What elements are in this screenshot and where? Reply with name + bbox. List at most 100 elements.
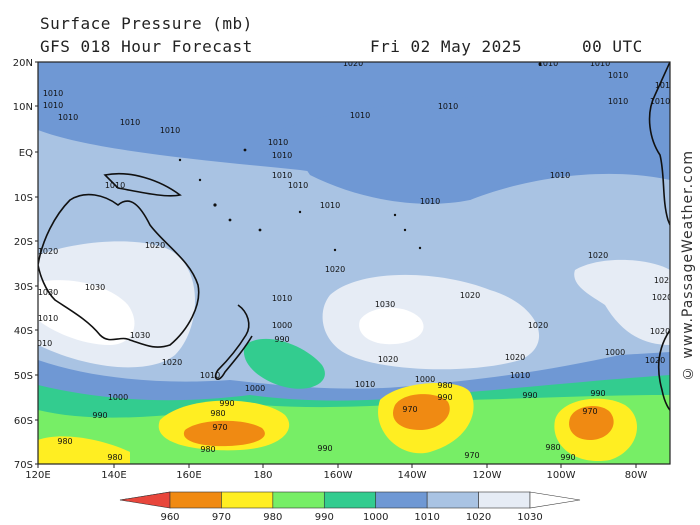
isobar-label: 1010 <box>538 59 558 68</box>
low-980-southwest <box>38 436 130 464</box>
isobar-label: 1020 <box>162 358 182 367</box>
isobar-label: 1020 <box>460 291 480 300</box>
legend-label: 1020 <box>466 512 491 523</box>
isobar-label: 1010 <box>355 380 375 389</box>
isobar-label: 1010 <box>32 339 52 348</box>
isobar-label: 1010 <box>590 59 610 68</box>
lat-tick-label: 50S <box>14 371 33 382</box>
lon-axis: 120E 140E 160E 180 160W 140W 120W 100W 80W <box>25 464 647 481</box>
high-central-pacific <box>322 274 540 370</box>
isobar-label: 1020 <box>650 327 670 336</box>
lon-tick-label: 180 <box>253 470 272 481</box>
australia-coast <box>38 193 200 348</box>
americas-coast <box>648 62 670 226</box>
legend-swatch <box>375 491 428 509</box>
legend-label: 970 <box>212 512 231 523</box>
isobar-label: 1010 <box>160 126 180 135</box>
legend-label: 980 <box>263 512 282 523</box>
band-1000-1010-itcz <box>280 62 670 204</box>
isobar-label: 980 <box>57 437 72 446</box>
isobar-label: 1010 <box>608 71 628 80</box>
isobar-label: 980 <box>437 381 452 390</box>
isobar-label: 1010 <box>550 171 570 180</box>
lat-tick-label: 20S <box>14 237 33 248</box>
isobar-label: 1020 <box>528 321 548 330</box>
forecast-date: Fri 02 May 2025 <box>370 37 522 56</box>
isobar-label: 990 <box>92 411 107 420</box>
isobar-label: 1010 <box>510 371 530 380</box>
isobar-label-layer: 1020 1010 1010 1010 1010 1010 1010 1010 1010 1010… <box>32 59 675 462</box>
isobar-label: 970 <box>582 407 597 416</box>
isobar-label: 1000 <box>415 375 435 384</box>
isobar-label: 1020 <box>505 353 525 362</box>
legend-swatch <box>169 491 222 509</box>
lat-tick-label: EQ <box>19 148 33 159</box>
high-core-australia <box>38 280 135 345</box>
isobar-label: 1010 <box>650 97 670 106</box>
legend-swatch <box>426 491 479 509</box>
isobar-label: 1010 <box>105 181 125 190</box>
lon-tick-label: 160E <box>176 470 201 481</box>
isobar-label: 1010 <box>655 81 675 90</box>
lon-tick-label: 140E <box>101 470 126 481</box>
isobar-label: 980 <box>200 445 215 454</box>
isobar-label: 1020 <box>145 241 165 250</box>
isobar-label: 1010 <box>272 151 292 160</box>
isobar-label: 1010 <box>200 371 220 380</box>
isobar-label: 990 <box>219 399 234 408</box>
new-zealand-coast <box>214 304 253 380</box>
legend-swatch <box>529 491 581 509</box>
lat-tick-label: 60S <box>14 416 33 427</box>
isobar-label: 990 <box>560 453 575 462</box>
lat-tick-label: 20N <box>13 58 33 69</box>
isobar-label: 1010 <box>43 101 63 110</box>
low-south-of-nz <box>243 338 325 389</box>
forecast-label: GFS 018 Hour Forecast <box>40 37 253 56</box>
low-core-west <box>183 420 265 447</box>
high-core-central <box>359 307 424 345</box>
legend-bar: 960 970 980 990 1000 1010 1020 1030 <box>119 491 581 523</box>
lon-tick-label: 80W <box>625 470 648 481</box>
isobar-label: 990 <box>317 444 332 453</box>
lon-tick-label: 120E <box>25 470 50 481</box>
isobar-label: 990 <box>437 393 452 402</box>
lon-tick-label: 120W <box>473 470 502 481</box>
low-core-southeast <box>569 406 614 440</box>
lon-tick-label: 140W <box>398 470 427 481</box>
low-core-central <box>392 394 450 430</box>
isobar-label: 990 <box>522 391 537 400</box>
isobar-label: 990 <box>274 335 289 344</box>
isobar-label: 1000 <box>272 321 292 330</box>
lat-tick-label: 40S <box>14 326 33 337</box>
forecast-time: 00 UTC <box>582 37 643 56</box>
isobar-label: 1020 <box>38 247 58 256</box>
isobar-label: 1010 <box>272 294 292 303</box>
lon-tick-label: 160W <box>324 470 353 481</box>
lat-tick-label: 70S <box>14 460 33 471</box>
isobar-label: 1010 <box>43 89 63 98</box>
isobar-label: 1010 <box>268 138 288 147</box>
lat-tick-label: 10N <box>13 102 33 113</box>
lat-tick-label: 10S <box>14 193 33 204</box>
isobar-label: 970 <box>212 423 227 432</box>
legend-label: 1010 <box>414 512 439 523</box>
isobar-label: 1010 <box>438 102 458 111</box>
high-east-pacific <box>574 259 670 345</box>
isobar-label: 1020 <box>652 293 672 302</box>
pressure-fields: 1020 1010 1010 1010 1010 1010 1010 1010 1010 1010… <box>32 59 675 464</box>
legend-label: 990 <box>315 512 334 523</box>
isobar-label: 970 <box>402 405 417 414</box>
legend-swatch <box>272 491 325 509</box>
isobar-label: 980 <box>545 443 560 452</box>
isobar-label: 1010 <box>420 197 440 206</box>
legend-swatch <box>478 491 531 509</box>
isobar-label: 1020 <box>378 355 398 364</box>
legend-label: 1030 <box>517 512 542 523</box>
isobar-label: 1010 <box>58 113 78 122</box>
isobar-label: 1010 <box>350 111 370 120</box>
isobar-label: 1030 <box>375 300 395 309</box>
isobar-label: 980 <box>210 409 225 418</box>
isobar-label: 1020 <box>325 265 345 274</box>
isobar-label: 1020 <box>343 59 363 68</box>
isobar-label: 1010 <box>38 314 58 323</box>
